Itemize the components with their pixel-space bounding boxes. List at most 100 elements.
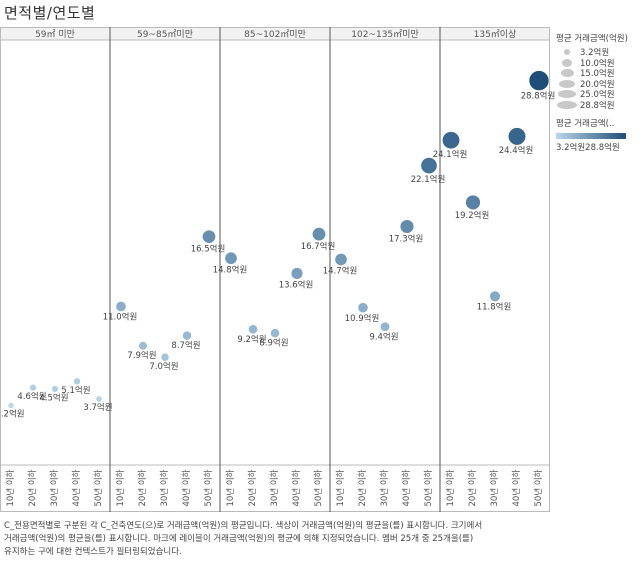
- x-tick-label: 30년 이하: [159, 469, 170, 506]
- data-point: [420, 157, 438, 175]
- data-label: 8.7억원: [171, 340, 200, 351]
- x-tick-label: 30년 이하: [489, 469, 500, 506]
- panel-header: 59㎡ 미만: [35, 29, 75, 40]
- chart-border: [0, 27, 550, 512]
- data-point: [507, 127, 527, 146]
- data-point: [441, 131, 461, 150]
- data-point: [138, 341, 148, 351]
- data-point: [202, 229, 216, 244]
- data-label: 24.1억원: [433, 149, 468, 160]
- data-label: 17.3억원: [389, 233, 424, 244]
- caption-line: 거래금액(억원)의 평균을(를) 표시합니다. 마크에 레이블이 거래금액(억원…: [4, 534, 474, 544]
- data-point: [399, 219, 415, 234]
- size-legend-title: 평균 거래금액(억원): [556, 34, 628, 44]
- data-label: 24.4억원: [499, 145, 534, 156]
- data-label: 3.7억원: [83, 402, 112, 413]
- data-point: [270, 328, 280, 338]
- size-legend-item: 10.0억원: [556, 58, 640, 69]
- color-ramp: [556, 133, 626, 139]
- data-point: [73, 377, 81, 386]
- caption: C_전용면적별로 구분된 각 C_건축연도(으)로 거래금액(억원)의 평균입니…: [4, 520, 564, 559]
- data-label: 10.9억원: [345, 313, 380, 324]
- data-label: 11.8억원: [477, 302, 512, 313]
- data-label: 22.1억원: [411, 174, 446, 185]
- data-label: 8.9억원: [259, 338, 288, 349]
- data-point: [29, 383, 37, 392]
- data-label: 4.5억원: [39, 392, 68, 403]
- x-tick-label: 10년 이하: [5, 469, 16, 506]
- data-label: 3.2억원: [0, 408, 25, 419]
- data-label: 11.0억원: [103, 312, 138, 323]
- x-tick-label: 30년 이하: [269, 469, 280, 506]
- x-tick-label: 30년 이하: [49, 469, 60, 506]
- data-point: [334, 253, 348, 266]
- legend: 평균 거래금액(억원) 3.2억원 10.0억원 15.0억원 20.0억원 2…: [556, 32, 640, 153]
- x-tick-label: 50년 이하: [313, 469, 324, 506]
- x-tick-label: 40년 이하: [401, 469, 412, 506]
- size-legend-item: 3.2억원: [556, 47, 640, 58]
- data-point: [95, 395, 103, 403]
- size-legend-item: 20.0억원: [556, 79, 640, 90]
- x-tick-label: 20년 이하: [27, 469, 38, 506]
- x-tick-label: 20년 이하: [247, 469, 258, 506]
- data-label: 14.8억원: [213, 264, 248, 275]
- size-legend-item: 15.0억원: [556, 68, 640, 79]
- x-tick-label: 20년 이하: [137, 469, 148, 506]
- data-label: 13.6억원: [279, 279, 314, 290]
- data-point: [160, 352, 170, 362]
- data-point: [51, 385, 59, 393]
- color-legend-max: 28.8억원: [585, 143, 620, 153]
- color-legend-min: 3.2억원: [556, 143, 586, 153]
- x-tick-label: 10년 이하: [335, 469, 346, 506]
- data-point: [380, 321, 390, 332]
- x-tick-label: 50년 이하: [93, 469, 104, 506]
- data-label: 7.0억원: [149, 361, 178, 372]
- data-label: 19.2억원: [455, 210, 490, 221]
- data-point: [312, 227, 326, 242]
- panel-header: 85~102㎡미만: [244, 29, 306, 40]
- data-point: [489, 290, 501, 302]
- x-tick-label: 50년 이하: [423, 469, 434, 506]
- x-tick-label: 40년 이하: [181, 469, 192, 506]
- x-tick-label: 50년 이하: [533, 469, 544, 506]
- x-tick-label: 20년 이하: [467, 469, 478, 506]
- x-tick-label: 10년 이하: [445, 469, 456, 506]
- size-legend-item: 25.0억원: [556, 89, 640, 100]
- data-label: 9.2억원: [237, 334, 266, 345]
- data-label: 5.1억원: [61, 385, 90, 396]
- x-tick-label: 40년 이하: [291, 469, 302, 506]
- page-title: 면적별/연도별: [4, 4, 96, 22]
- x-tick-label: 10년 이하: [225, 469, 236, 506]
- x-tick-label: 40년 이하: [71, 469, 82, 506]
- x-tick-label: 10년 이하: [115, 469, 126, 506]
- panel-header: 59~85㎡미만: [137, 29, 193, 40]
- data-label: 4.6억원: [17, 391, 46, 402]
- data-label: 28.8억원: [521, 91, 556, 102]
- data-label: 16.7억원: [301, 241, 336, 252]
- panel-header-bar: [1, 28, 549, 40]
- x-tick-label: 30년 이하: [379, 469, 390, 506]
- data-label: 16.5억원: [191, 243, 226, 254]
- caption-line: C_전용면적별로 구분된 각 C_건축연도(으)로 거래금액(억원)의 평균입니…: [4, 521, 483, 531]
- data-point: [290, 267, 304, 280]
- data-label: 9.4억원: [369, 331, 398, 342]
- data-label: 7.9억원: [127, 350, 156, 361]
- data-point: [115, 301, 127, 312]
- size-legend-item: 28.8억원: [556, 100, 640, 111]
- data-point: [182, 330, 192, 341]
- caption-line: 유지하는 구에 대한 컨텍스트가 필터링되었습니다.: [4, 547, 182, 557]
- data-point: [224, 251, 238, 265]
- data-point: [465, 194, 481, 211]
- data-label: 14.7억원: [323, 266, 358, 277]
- panel-header: 102~135㎡미만: [351, 29, 418, 40]
- panel-header: 135㎡이상: [474, 29, 517, 40]
- color-legend-title: 평균 거래금액(..: [556, 119, 615, 129]
- data-point: [528, 70, 550, 91]
- x-tick-label: 50년 이하: [203, 469, 214, 506]
- data-point: [248, 324, 258, 335]
- data-point: [357, 302, 369, 314]
- x-tick-label: 20년 이하: [357, 469, 368, 506]
- data-point: [7, 402, 15, 409]
- x-tick-label: 40년 이하: [511, 469, 522, 506]
